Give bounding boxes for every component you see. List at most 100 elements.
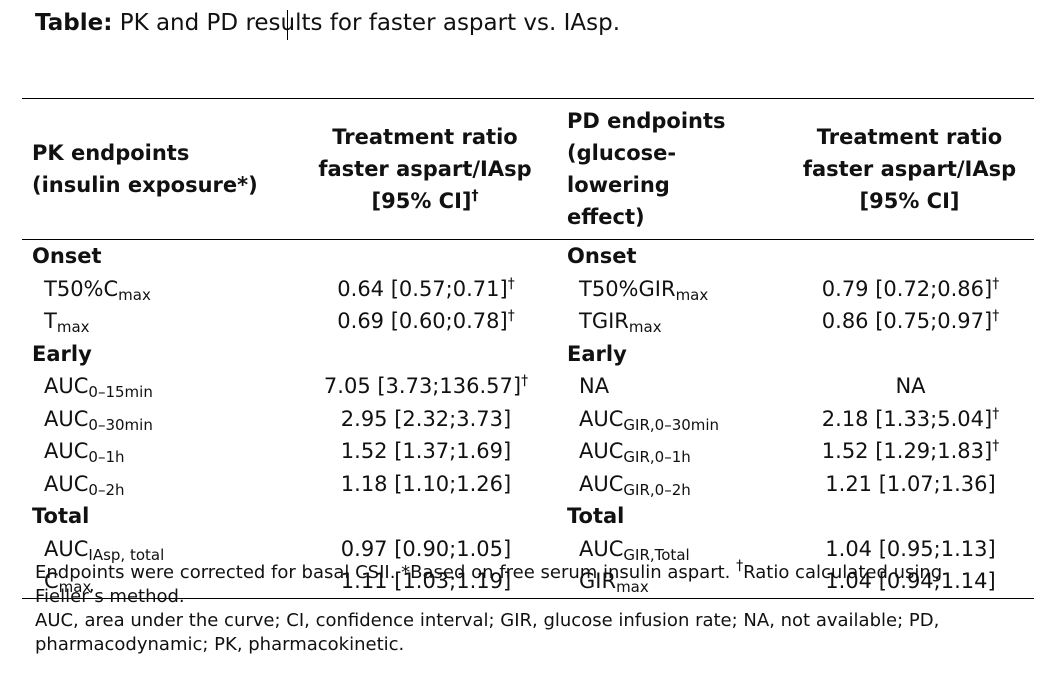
ratio-value: 0.79 [0.72;0.86] [821, 276, 993, 301]
endpoint-subscript: max [628, 318, 662, 337]
endpoint-name: GIR [579, 569, 617, 594]
table-row: Tmax 0.69 [0.60;0.78]† TGIRmax 0.86 [0.75;0… [22, 305, 1034, 338]
pk-endpoint-cell: AUCIAsp, total [22, 533, 289, 566]
pd-ratio-cell: 1.04 [0.95;1.13] [781, 533, 1034, 566]
pk-ratio-cell: 1.11 [1.03;1.19] [289, 565, 557, 598]
results-table: PK endpoints (insulin exposure*) Treatme… [22, 98, 1034, 599]
table-caption: Table: PK and PD results for faster aspa… [35, 8, 620, 38]
endpoint-name: T [44, 309, 57, 334]
section-label-pd: Total [567, 504, 625, 529]
pk-ratio-cell: 0.64 [0.57;0.71]† [289, 273, 557, 306]
table-row: AUC0–2h 1.18 [1.10;1.26] AUCGIR,0–2h 1.21 [… [22, 468, 1034, 501]
ratio-value: 0.97 [0.90;1.05] [340, 536, 512, 561]
endpoint-subscript: GIR,Total [623, 545, 690, 564]
footnote-1: Endpoints were corrected for basal CSII.… [35, 558, 1015, 609]
endpoint-name: AUC [44, 406, 89, 431]
pd-endpoint-cell: AUCGIR,0–2h [557, 468, 781, 501]
empty-cell [289, 500, 557, 533]
endpoint-subscript: max [616, 578, 649, 597]
endpoint-name: AUC [44, 374, 89, 399]
endpoint-name: AUC [44, 471, 89, 496]
empty-cell [781, 338, 1034, 371]
dagger-mark: † [736, 558, 744, 574]
empty-cell [781, 500, 1034, 533]
endpoint-subscript: 0–1h [88, 448, 125, 467]
endpoint-name: NA [579, 374, 610, 399]
endpoint-name: AUC [579, 471, 624, 496]
endpoint-subscript: IAsp, total [88, 545, 165, 564]
section-label-pd: Onset [567, 244, 637, 269]
ratio-value: 0.69 [0.60;0.78] [337, 309, 508, 334]
caption-label: Table: [35, 10, 113, 36]
pk-ratio-cell: 7.05 [3.73;136.57]† [289, 370, 557, 403]
footnote-text: Endpoints were corrected for basal CSII.… [35, 562, 737, 583]
pk-endpoint-cell: AUC0–15min [22, 370, 289, 403]
table-row: AUC0–30min 2.95 [2.32;3.73] AUCGIR,0–30min… [22, 403, 1034, 436]
dagger-mark: † [507, 275, 515, 292]
pk-endpoint-cell: AUC0–2h [22, 468, 289, 501]
dagger-mark: † [992, 275, 1000, 292]
endpoint-name: AUC [579, 536, 624, 561]
section-label-pk: Onset [32, 244, 102, 269]
pd-ratio-cell: 2.18 [1.33;5.04]† [781, 403, 1034, 436]
table-body: Onset Onset T50%Cmax 0.64 [0.57;0.71]† T50%G… [22, 240, 1034, 598]
header-text: (glucose-lowering [567, 141, 677, 197]
ratio-value: 2.95 [2.32;3.73] [340, 406, 512, 431]
pd-ratio-cell: 0.86 [0.75;0.97]† [781, 305, 1034, 338]
section-row: Early Early [22, 338, 1034, 371]
endpoint-subscript: 0–2h [88, 480, 125, 499]
table-row: T50%Cmax 0.64 [0.57;0.71]† T50%GIRmax 0.79 … [22, 273, 1034, 306]
pd-endpoint-cell: T50%GIRmax [557, 273, 781, 306]
pk-ratio-cell: 0.97 [0.90;1.05] [289, 533, 557, 566]
dagger-mark: † [521, 373, 529, 390]
endpoint-subscript: GIR,0–2h [623, 480, 691, 499]
dagger-mark: † [471, 188, 479, 204]
endpoint-subscript: max [118, 285, 151, 304]
pd-ratio-cell: 1.21 [1.07;1.36] [781, 468, 1034, 501]
section-label-pd: Early [567, 341, 627, 366]
ratio-value: 1.04 [0.95;1.13] [825, 536, 996, 561]
pd-ratio-cell: 1.52 [1.29;1.83]† [781, 435, 1034, 468]
section-label-pk: Total [32, 504, 90, 529]
table-row: AUCIAsp, total 0.97 [0.90;1.05] AUCGIR,Tot… [22, 533, 1034, 566]
ratio-value: 1.52 [1.37;1.69] [340, 439, 512, 464]
table-header: PK endpoints (insulin exposure*) Treatme… [22, 98, 1034, 240]
text-cursor [287, 10, 288, 40]
header-text: faster aspart/IAsp [318, 157, 532, 181]
endpoint-name: T50%GIR [579, 276, 676, 301]
endpoint-name: C [44, 569, 59, 594]
dagger-mark: † [992, 308, 1000, 325]
endpoint-name: TGIR [579, 309, 629, 334]
pk-endpoint-cell: AUC0–1h [22, 435, 289, 468]
header-text: Treatment ratio [332, 125, 518, 149]
endpoint-name: AUC [44, 536, 89, 561]
pd-endpoint-cell: GIRmax [557, 565, 781, 598]
pd-endpoint-cell: TGIRmax [557, 305, 781, 338]
endpoint-name: AUC [579, 439, 624, 464]
header-text: [95% CI] [371, 189, 472, 213]
empty-cell [289, 338, 557, 371]
ratio-value: NA [895, 374, 926, 399]
header-pd-ratio: Treatment ratio faster aspart/IAsp [95% … [781, 99, 1034, 240]
ratio-value: 0.64 [0.57;0.71] [337, 276, 508, 301]
pd-endpoint-cell: AUCGIR,0–1h [557, 435, 781, 468]
pd-endpoint-cell: AUCGIR,Total [557, 533, 781, 566]
table-footnotes: Endpoints were corrected for basal CSII.… [35, 558, 1015, 657]
ratio-value: 1.18 [1.10;1.26] [340, 471, 512, 496]
header-pd-endpoints: PD endpoints (glucose-lowering effect) [557, 99, 781, 240]
pk-endpoint-cell: Cmax [22, 565, 289, 598]
pd-ratio-cell: 0.79 [0.72;0.86]† [781, 273, 1034, 306]
header-text: Treatment ratio [816, 125, 1003, 149]
header-text: effect) [567, 205, 645, 229]
section-row: Onset Onset [22, 240, 1034, 273]
ratio-value: 1.21 [1.07;1.36] [825, 471, 996, 496]
dagger-mark: † [507, 308, 515, 325]
endpoint-subscript: max [56, 318, 90, 337]
table-row: Cmax 1.11 [1.03;1.19] GIRmax 1.04 [0.94;1.1… [22, 565, 1034, 598]
pk-endpoint-cell: Tmax [22, 305, 289, 338]
pk-endpoint-cell: T50%Cmax [22, 273, 289, 306]
endpoint-subscript: GIR,0–30min [623, 415, 720, 434]
dagger-mark: † [992, 405, 1000, 422]
header-text: (insulin exposure*) [32, 173, 258, 197]
endpoint-name: T50%C [44, 276, 119, 301]
